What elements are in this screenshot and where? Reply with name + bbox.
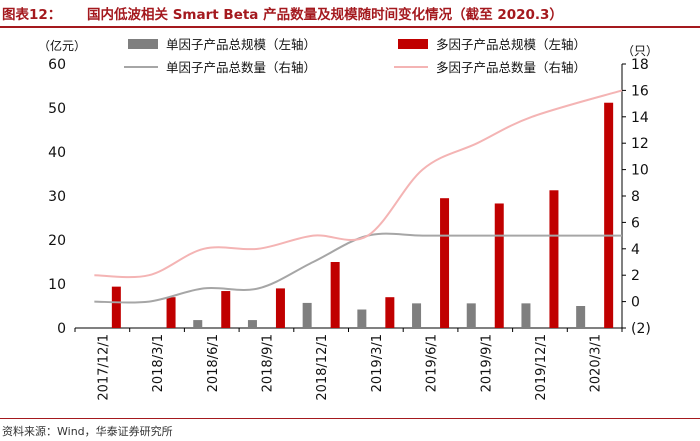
bar-single-factor xyxy=(466,303,476,328)
x-tick-label: 2018/6/1 xyxy=(206,334,221,392)
legend: 单因子产品总规模（左轴） 多因子产品总规模（左轴） 单因子产品总数量（右轴） 多因子产… xyxy=(124,37,586,75)
x-tick-label: 2018/12/1 xyxy=(315,334,330,401)
x-tick-label: 2019/12/1 xyxy=(534,334,549,401)
x-tick-label: 2018/3/1 xyxy=(151,334,166,392)
right-tick-label: 4 xyxy=(631,242,640,258)
bar-single-factor xyxy=(302,302,312,328)
bar-multi-factor xyxy=(166,297,176,328)
right-tick-label: 12 xyxy=(631,136,649,152)
left-axis-unit: （亿元） xyxy=(38,38,86,53)
bar-multi-factor xyxy=(440,198,450,328)
bar-multi-factor xyxy=(604,102,614,328)
left-tick-label: 40 xyxy=(48,145,66,161)
x-tick-label: 2019/6/1 xyxy=(425,334,440,392)
lines-layer xyxy=(94,89,623,304)
left-tick-label: 10 xyxy=(48,277,66,293)
left-tick-label: 60 xyxy=(48,57,66,73)
x-tick-label: 2018/9/1 xyxy=(260,334,275,392)
legend-swatch-bar xyxy=(398,39,428,49)
bar-multi-factor xyxy=(111,286,121,328)
figure-title: 国内低波相关 Smart Beta 产品数量及规模随时间变化情况（截至 2020… xyxy=(87,7,563,23)
line-single-factor-count xyxy=(94,232,622,304)
axes-layer: （亿元） （只） 0 10 20 30 40 50 60 (2) 0 2 4 6 8 10 12 14 16 18 20… xyxy=(38,38,658,401)
left-tick-label: 30 xyxy=(48,189,66,205)
bar-multi-factor xyxy=(385,297,395,328)
bar-multi-factor xyxy=(275,288,285,328)
x-tick-label: 2019/9/1 xyxy=(479,334,494,392)
legend-label: 单因子产品总规模（左轴） xyxy=(166,37,316,52)
bar-single-factor xyxy=(576,306,586,328)
right-tick-label: 2 xyxy=(631,268,640,284)
right-tick-label: 10 xyxy=(631,163,649,179)
bar-single-factor xyxy=(521,303,531,328)
bar-single-factor xyxy=(247,320,257,328)
left-tick-label: 20 xyxy=(48,233,66,249)
x-tick-label: 2019/3/1 xyxy=(370,334,385,392)
legend-label: 多因子产品总规模（左轴） xyxy=(436,37,586,52)
figure-label: 图表12： xyxy=(2,7,62,23)
right-tick-label: (2) xyxy=(631,321,651,337)
figure-header: 图表12： 国内低波相关 Smart Beta 产品数量及规模随时间变化情况（截… xyxy=(0,0,700,26)
source-note: 资料来源：Wind，华泰证券研究所 xyxy=(2,425,173,438)
bar-multi-factor xyxy=(549,190,559,328)
right-axis-unit: （只） xyxy=(622,44,658,58)
top-rule xyxy=(0,26,700,28)
bar-multi-factor xyxy=(330,262,340,328)
line-multi-factor-count xyxy=(94,89,623,279)
left-tick-label: 50 xyxy=(48,101,66,117)
bars-layer xyxy=(111,102,614,328)
left-tick-label: 0 xyxy=(57,321,66,337)
right-tick-label: 14 xyxy=(631,110,649,126)
legend-label: 单因子产品总数量（右轴） xyxy=(166,60,316,75)
x-tick-label: 2017/12/1 xyxy=(96,334,111,401)
bottom-rule xyxy=(0,418,700,419)
right-tick-label: 0 xyxy=(631,295,640,311)
bar-single-factor xyxy=(357,309,367,328)
bar-multi-factor xyxy=(221,291,231,328)
right-tick-label: 16 xyxy=(631,83,649,99)
right-tick-label: 8 xyxy=(631,189,640,205)
x-tick-label: 2020/3/1 xyxy=(589,334,604,392)
legend-label: 多因子产品总数量（右轴） xyxy=(436,60,586,75)
legend-swatch-bar xyxy=(128,39,158,49)
bar-single-factor xyxy=(193,320,203,328)
bar-multi-factor xyxy=(494,203,504,328)
right-tick-label: 18 xyxy=(631,57,649,73)
right-tick-label: 6 xyxy=(631,215,640,231)
bar-single-factor xyxy=(412,303,422,328)
